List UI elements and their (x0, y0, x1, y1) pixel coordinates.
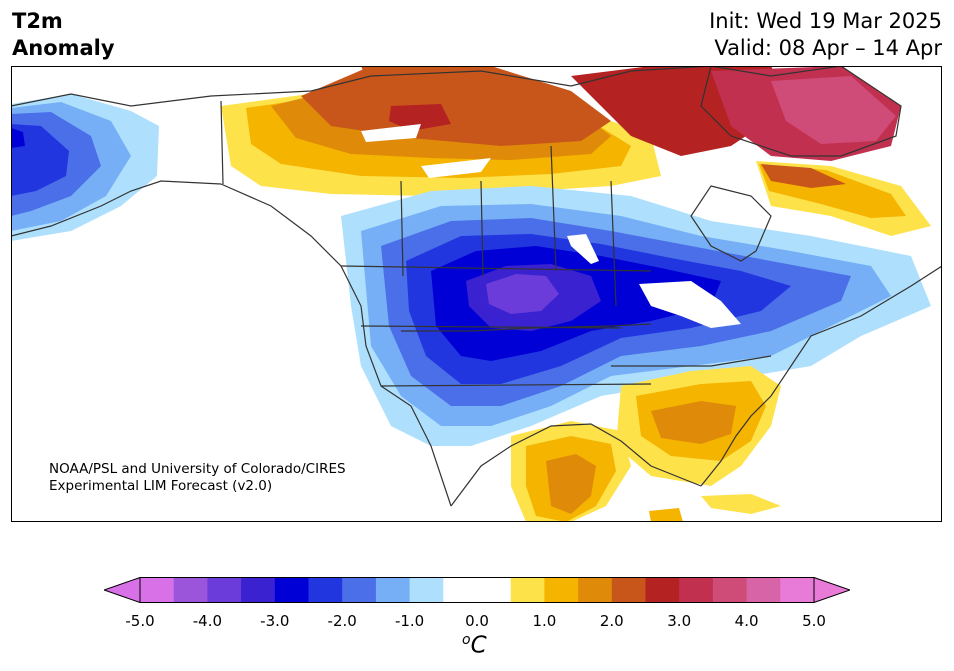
colorbar-tick-label: -2.0 (327, 612, 357, 630)
colorbar-tick-label: -5.0 (125, 612, 155, 630)
colorbar-swatch (409, 577, 444, 603)
title-line-2: Anomaly (12, 36, 115, 60)
colorbar-tick-label: 2.0 (599, 612, 624, 630)
cuba-yellow (701, 494, 781, 514)
colorbar-tick-label: 5.0 (802, 612, 826, 630)
colorbar-swatch (140, 577, 175, 603)
cold-peak (486, 274, 559, 314)
southeast-orange (651, 401, 736, 444)
valid-range: Valid: 08 Apr – 14 Apr (714, 36, 942, 60)
colorbar-ticks: -5.0 -4.0 -3.0 -2.0 -1.0 0.0 1.0 2.0 3.0 4.0 5.0 (0, 612, 954, 632)
arctic-island-red (389, 104, 451, 131)
colorbar-swatch (544, 577, 579, 603)
greenland-pink (771, 76, 896, 144)
map-title: T2m Anomaly (12, 8, 115, 62)
yucatan-gold (649, 508, 683, 522)
colorbar-swatch (477, 577, 512, 603)
colorbar-swatch (712, 577, 747, 603)
colorbar-frame (139, 577, 815, 603)
colorbar-tick-label: -3.0 (260, 612, 290, 630)
great-slave-lake (361, 124, 421, 142)
colorbar-swatch (375, 577, 410, 603)
colorbar-swatch (510, 577, 545, 603)
credit-line-1: NOAA/PSL and University of Colorado/CIRE… (49, 461, 346, 477)
colorbar-swatch (308, 577, 343, 603)
colorbar-tick-label: 4.0 (734, 612, 759, 630)
colorbar-swatch (780, 577, 815, 603)
colorbar (104, 577, 850, 603)
colorbar-unit: oC (462, 632, 487, 659)
great-lakes (639, 281, 741, 328)
colorbar-swatch (679, 577, 714, 603)
colorbar-tick-label: -4.0 (192, 612, 223, 630)
colorbar-swatch (173, 577, 208, 603)
lake-winnipeg (567, 234, 599, 264)
colorbar-swatch (746, 577, 781, 603)
alaska-dark-blue (11, 124, 69, 196)
unit-superscript: o (462, 632, 471, 648)
colorbar-extend-low (104, 577, 141, 603)
colorbar-swatch (645, 577, 680, 603)
colorbar-extend-high (813, 577, 850, 603)
title-line-1: T2m (12, 9, 63, 33)
colorbar-swatch (241, 577, 276, 603)
colorbar-swatch (578, 577, 613, 603)
colorbar-swatch (274, 577, 309, 603)
alaska-deep (11, 128, 25, 148)
great-bear-lake (421, 158, 491, 178)
colorbar-tick-label: 0.0 (465, 612, 489, 630)
colorbar-tick-label: -1.0 (394, 612, 425, 630)
data-credit: NOAA/PSL and University of Colorado/CIRE… (49, 461, 346, 495)
colorbar-swatch (443, 577, 478, 603)
colorbar-tick-label: 1.0 (532, 612, 557, 630)
colorbar-swatch (342, 577, 377, 603)
unit-base: C (470, 632, 487, 659)
init-date: Init: Wed 19 Mar 2025 (709, 9, 942, 33)
colorbar-tick-label: 3.0 (667, 612, 692, 630)
anomaly-map (11, 66, 942, 522)
credit-line-2: Experimental LIM Forecast (v2.0) (49, 478, 273, 494)
colorbar-swatch (207, 577, 242, 603)
forecast-dates: Init: Wed 19 Mar 2025 Valid: 08 Apr – 14… (709, 8, 942, 62)
coastlines (11, 66, 942, 507)
labrador-orange (761, 164, 846, 188)
colorbar-swatch (611, 577, 646, 603)
mexico-orange (546, 454, 596, 514)
